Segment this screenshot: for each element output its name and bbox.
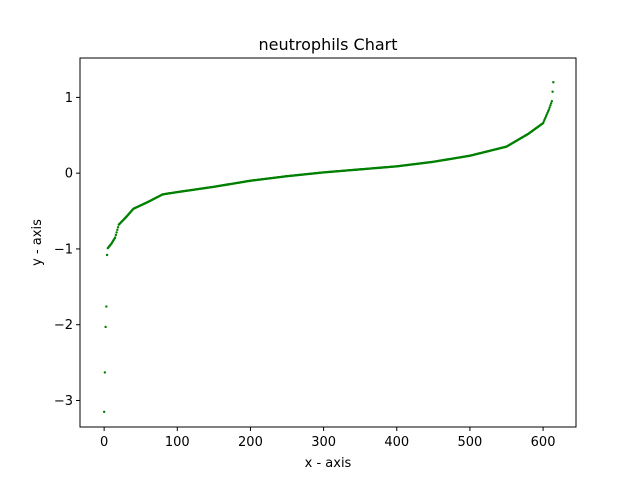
x-tick-label: 600: [531, 435, 556, 450]
x-tick-label: 0: [100, 435, 108, 450]
y-tick-label: −1: [54, 242, 73, 257]
x-tick-label: 200: [238, 435, 263, 450]
data-point: [552, 81, 555, 84]
data-point: [116, 226, 120, 229]
data-point: [116, 228, 119, 232]
x-tick-label: 100: [165, 435, 190, 450]
data-point: [550, 99, 554, 103]
data-point: [549, 104, 552, 107]
data-point: [549, 102, 553, 105]
x-tick-label: 500: [458, 435, 483, 450]
chart-title: neutrophils Chart: [259, 35, 398, 54]
data-points: [102, 81, 555, 414]
data-point: [551, 90, 554, 93]
data-point: [103, 371, 107, 374]
data-point: [113, 236, 117, 239]
data-point: [114, 233, 118, 237]
y-tick-label: −3: [54, 394, 73, 409]
data-point: [104, 325, 107, 329]
y-axis-label: y - axis: [30, 219, 45, 266]
x-axis-ticks: 0 100 200 300 400 500 600: [100, 427, 555, 450]
x-tick-label: 300: [311, 435, 336, 450]
data-point: [548, 106, 551, 109]
y-tick-label: 1: [65, 91, 73, 106]
x-tick-label: 400: [384, 435, 409, 450]
y-axis-ticks: −3 −2 −1 0 1: [54, 91, 80, 409]
data-point: [105, 253, 109, 257]
data-point: [102, 410, 106, 414]
y-tick-label: 0: [65, 167, 73, 182]
x-axis-label: x - axis: [305, 456, 352, 471]
data-point: [547, 108, 551, 111]
data-point: [105, 305, 108, 308]
data-point: [115, 231, 118, 234]
y-tick-label: −2: [54, 318, 73, 333]
plot-area-frame: [79, 57, 577, 428]
